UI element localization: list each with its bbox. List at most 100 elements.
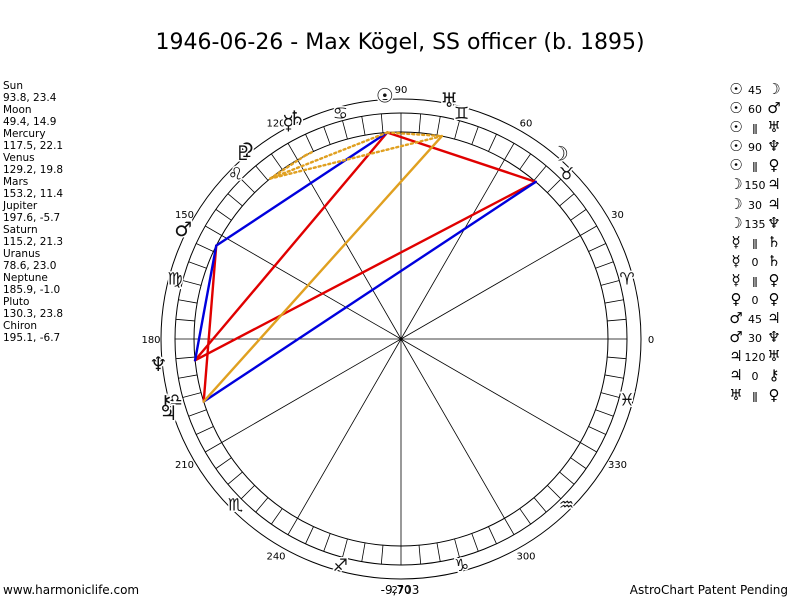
spoke-line [297,159,402,340]
position-coords-mars: 153.2, 11.4 [3,188,64,200]
aspect-planet-1: ☿ [731,270,741,289]
degree-tick [196,243,214,252]
degree-tick [175,356,195,360]
degree-tick [600,280,620,286]
degree-tick [519,508,531,525]
aspect-line-mercury-venus [268,154,307,180]
aspect-planet-1: ☉ [729,118,743,137]
zodiac-gemini-icon: ♊ [454,104,469,124]
jupiter-icon: ♃ [159,401,177,425]
degree-tick [595,409,614,417]
aspect-angle: 60 [748,103,762,117]
aspect-row: ☿ 0 ♄ [728,252,782,271]
footer-website[interactable]: www.harmoniclife.com [3,583,140,597]
aspect-row: ♃ 120 ♅ [728,347,782,366]
saturn-icon: ♄ [288,106,306,130]
aspect-planet-2: ♀ [768,290,780,309]
degree-tick [533,497,547,513]
aspect-line-moon-neptune [193,180,537,362]
degree-tick [600,392,620,398]
degree-tick [205,225,222,236]
degree-tick [227,193,243,207]
zodiac-pisces-icon: ♓ [619,391,634,411]
aspect-planet-2: ♀ [768,270,780,289]
degree-tick [240,178,255,193]
degree-tick [533,165,547,181]
degree-label: 240 [266,552,285,563]
aspect-row: ☉ 90 ♆ [728,137,782,156]
aspect-angle: ǁ [752,389,758,403]
aspect-angle: 45 [748,84,762,97]
degree-tick [175,318,195,322]
degree-tick [604,374,624,379]
aspect-planet-1: ☽ [729,175,743,194]
degree-tick [607,318,627,322]
aspect-planet-1: ☽ [729,213,743,232]
degree-tick [418,113,422,133]
degree-tick [488,526,497,544]
footer-patent-note: AstroChart Patent Pending [629,583,788,597]
degree-tick [454,538,460,558]
degree-label: 300 [516,552,535,563]
aspect-planet-1: ♅ [729,385,743,404]
aspect-line-moon-jupiter [202,180,537,403]
aspect-planet-1: ♃ [729,347,743,366]
degree-tick [580,225,597,236]
position-coords-neptune: 185.9, -1.0 [3,284,61,296]
venus-icon: ♀ [239,138,254,162]
degree-tick [607,356,627,360]
position-name-chiron: Chiron [3,320,38,332]
moon-icon: ☽ [551,142,569,166]
aspect-planet-2: ♅ [767,347,781,366]
degree-label: 180 [141,335,160,346]
bottom-value: -9,703 [380,583,420,597]
aspect-planet-2: ♃ [767,175,781,194]
sun-icon: ☉ [376,84,394,108]
aspect-row: ☽ 135 ♆ [728,214,782,233]
zodiac-aquarius-icon: ♒ [559,495,574,515]
chiron-icon: ⚷ [158,391,173,415]
degree-label: 30 [611,210,624,221]
degree-tick [380,545,384,565]
aspect-angle: 135 [744,217,766,231]
aspect-angle: 90 [748,141,762,155]
degree-tick [604,299,624,304]
degree-tick [215,457,232,469]
aspect-row: ☿ ǁ ♄ [728,233,782,252]
degree-tick [305,526,314,544]
aspect-line-sun-venus [268,131,389,180]
aspect-row: ☉ ǁ ♀ [728,156,782,175]
aspect-planet-1: ☿ [731,251,741,270]
aspect-planet-1: ♂ [729,309,743,328]
aspect-row: ♂ 45 ♃ [728,309,782,328]
position-coords-sun: 93.8, 23.4 [3,92,57,104]
spoke-line [221,338,402,443]
aspect-planet-1: ☉ [729,80,743,98]
aspect-row: ☉ 45 ☽ [728,80,782,99]
zodiac-scorpio-icon: ♏ [228,495,243,515]
position-name-neptune: Neptune [3,272,48,284]
degree-tick [361,542,366,562]
position-name-moon: Moon [3,104,32,116]
uranus-icon: ♅ [440,88,458,112]
position-name-pluto: Pluto [3,296,30,308]
position-coords-chiron: 195.1, -6.7 [3,332,61,344]
mercury-icon: ☿ [282,111,294,135]
spoke-line [400,159,505,340]
position-name-uranus: Uranus [3,248,41,260]
aspect-line-sun-uranus [386,131,444,138]
aspect-planet-1: ☉ [729,156,743,175]
aspect-planet-2: ♀ [768,385,780,404]
spoke-line [400,235,581,340]
aspect-row: ♅ ǁ ♀ [728,386,782,405]
aspect-row: ♃ 0 ⚷ [728,366,782,385]
degree-tick [255,165,269,181]
aspect-angle: ǁ [752,274,758,288]
position-name-mercury: Mercury [3,128,46,140]
degree-tick [570,209,587,221]
degree-tick [547,178,562,193]
degree-tick [323,126,331,145]
degree-tick [504,518,515,535]
pluto-icon: ♇ [234,141,252,165]
